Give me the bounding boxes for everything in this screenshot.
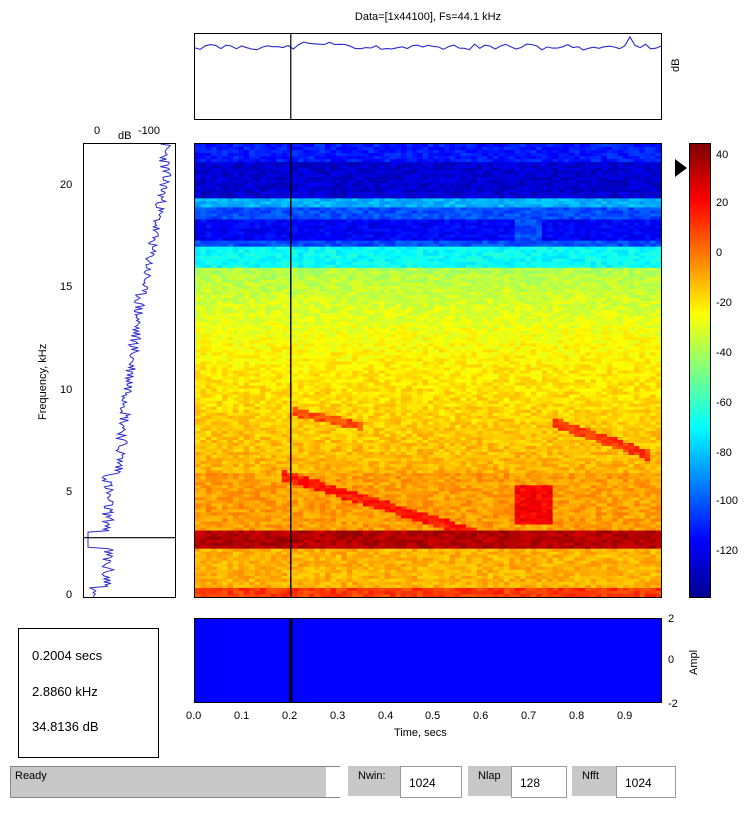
time-tick-0: 0.0 xyxy=(186,710,202,722)
time-tick-5: 0.5 xyxy=(425,710,441,722)
colorbar[interactable] xyxy=(689,143,711,598)
freq-slice-xtick-0: 0 xyxy=(94,125,101,137)
cbar-tick-0: 0 xyxy=(716,247,723,259)
cbar-tick-neg100: -100 xyxy=(716,495,739,507)
cbar-tick-neg40: -40 xyxy=(716,347,732,359)
figure-title: Data=[1x44100], Fs=44.1 kHz xyxy=(354,11,502,23)
time-slice-trace xyxy=(195,35,661,51)
ampl-tick-0: 0 xyxy=(668,654,675,666)
freq-slice-xlabel: dB xyxy=(118,130,132,142)
time-tick-3: 0.3 xyxy=(330,710,346,722)
cbar-tick-neg80: -80 xyxy=(716,447,732,459)
status-text: Ready xyxy=(15,770,47,782)
nlap-label: Nlap xyxy=(468,766,511,796)
time-tick-2: 0.2 xyxy=(282,710,298,722)
colorbar-marker-icon[interactable] xyxy=(675,159,689,179)
cbar-tick-40: 40 xyxy=(716,149,729,161)
ampl-ylabel: Ampl xyxy=(688,649,700,675)
cbar-tick-20: 20 xyxy=(716,197,729,209)
cbar-tick-neg60: -60 xyxy=(716,397,732,409)
freq-ytick-10: 10 xyxy=(60,384,73,396)
cbar-tick-neg20: -20 xyxy=(716,297,732,309)
time-slice-ylabel: dB xyxy=(670,58,682,72)
waveform-svg xyxy=(289,619,293,702)
waveform-plot[interactable] xyxy=(194,618,662,703)
nlap-input[interactable]: 128 xyxy=(511,766,567,798)
freq-slice-svg xyxy=(84,144,175,597)
nfft-label: Nfft xyxy=(572,766,616,796)
time-tick-1: 0.1 xyxy=(234,710,250,722)
time-tick-9: 0.9 xyxy=(617,710,633,722)
freq-ytick-0: 0 xyxy=(66,589,73,601)
freq-ytick-5: 5 xyxy=(66,486,73,498)
readout-time: 0.2004 secs xyxy=(32,648,103,663)
status-field: Ready xyxy=(10,766,340,798)
nwin-input[interactable]: 1024 xyxy=(400,766,462,798)
ampl-tick-neg2: -2 xyxy=(668,698,678,710)
freq-ytick-15: 15 xyxy=(60,281,73,293)
freq-slice-ylabel: Frequency, kHz xyxy=(37,343,49,420)
nfft-input[interactable]: 1024 xyxy=(616,766,676,798)
freq-slice-plot[interactable] xyxy=(83,143,176,598)
time-slice-svg xyxy=(195,34,661,119)
freq-slice-xtick-1: -100 xyxy=(138,125,161,137)
time-tick-6: 0.6 xyxy=(473,710,489,722)
time-xlabel: Time, secs xyxy=(394,727,447,739)
time-tick-4: 0.4 xyxy=(378,710,394,722)
freq-slice-trace xyxy=(87,144,172,597)
spectrogram-svg xyxy=(195,144,661,597)
time-tick-8: 0.8 xyxy=(569,710,585,722)
time-tick-7: 0.7 xyxy=(521,710,537,722)
readout-level: 34.8136 dB xyxy=(32,719,99,734)
freq-ytick-20: 20 xyxy=(60,179,73,191)
spectrogram[interactable] xyxy=(194,143,662,598)
nwin-label: Nwin: xyxy=(348,766,400,796)
readout-frequency: 2.8860 kHz xyxy=(32,684,98,699)
time-slice-plot[interactable] xyxy=(194,33,662,120)
cursor-readout xyxy=(18,628,159,758)
cbar-tick-neg120: -120 xyxy=(716,545,739,557)
ampl-tick-2: 2 xyxy=(668,613,675,625)
